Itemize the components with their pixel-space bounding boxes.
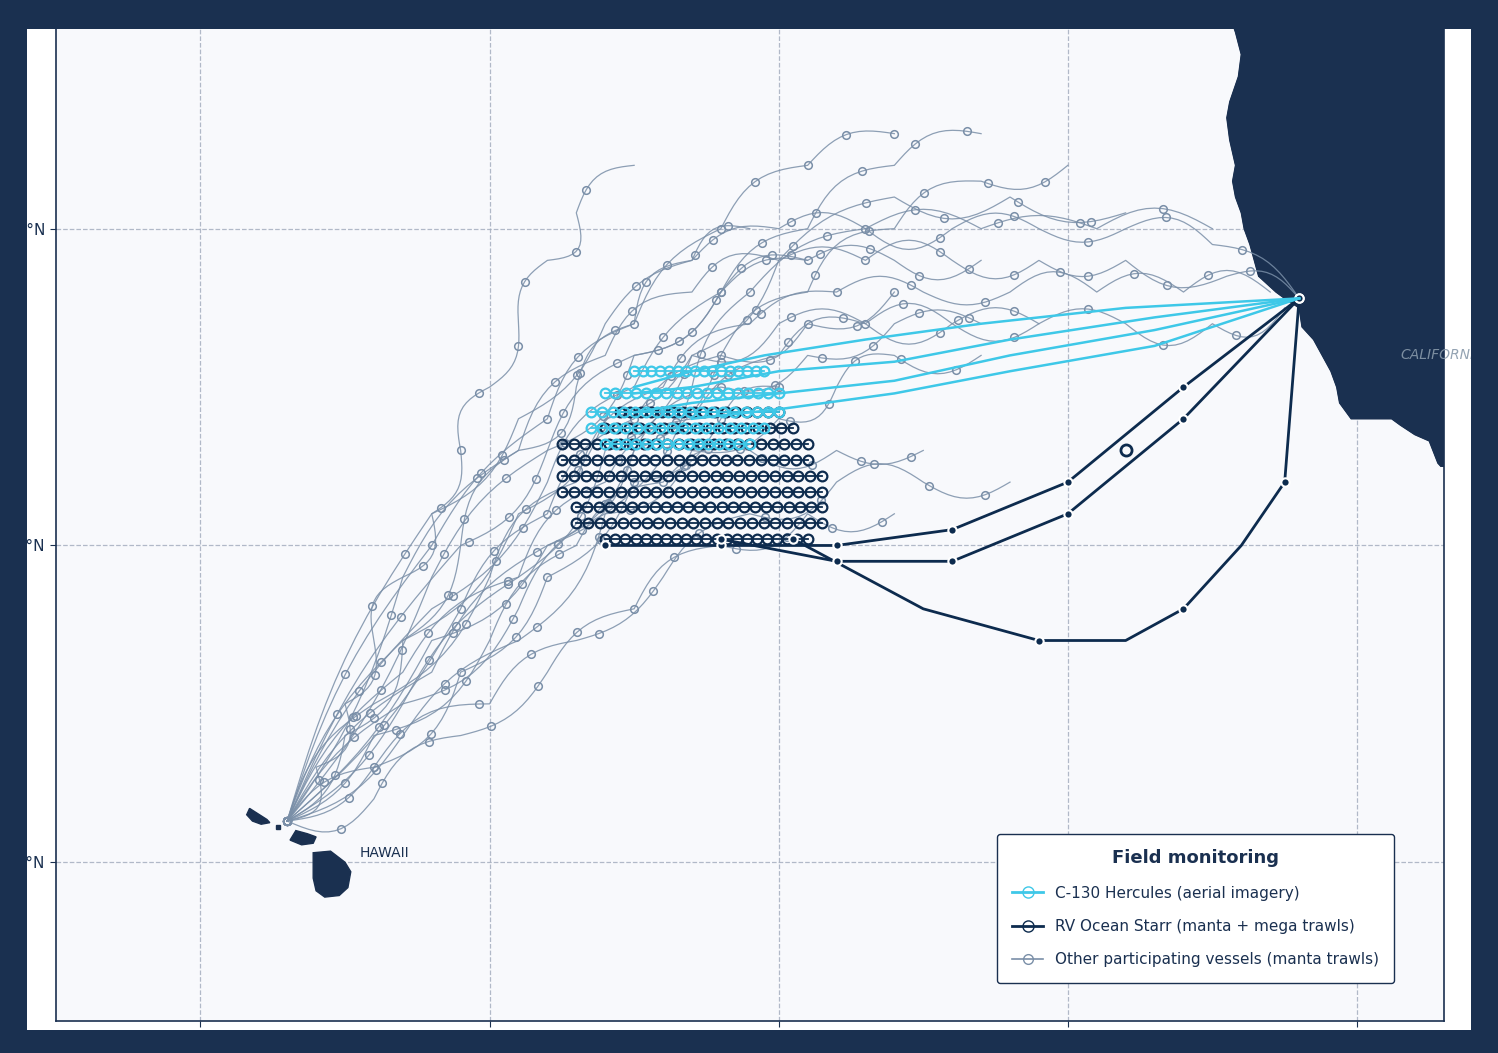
Polygon shape <box>247 809 270 824</box>
Text: CALIFORNIA: CALIFORNIA <box>1401 349 1485 362</box>
Polygon shape <box>291 831 316 845</box>
Polygon shape <box>313 851 351 897</box>
Polygon shape <box>1227 7 1473 466</box>
Legend: C-130 Hercules (aerial imagery), RV Ocean Starr (manta + mega trawls), Other par: C-130 Hercules (aerial imagery), RV Ocea… <box>998 834 1395 982</box>
Text: HAWAII: HAWAII <box>360 847 409 860</box>
